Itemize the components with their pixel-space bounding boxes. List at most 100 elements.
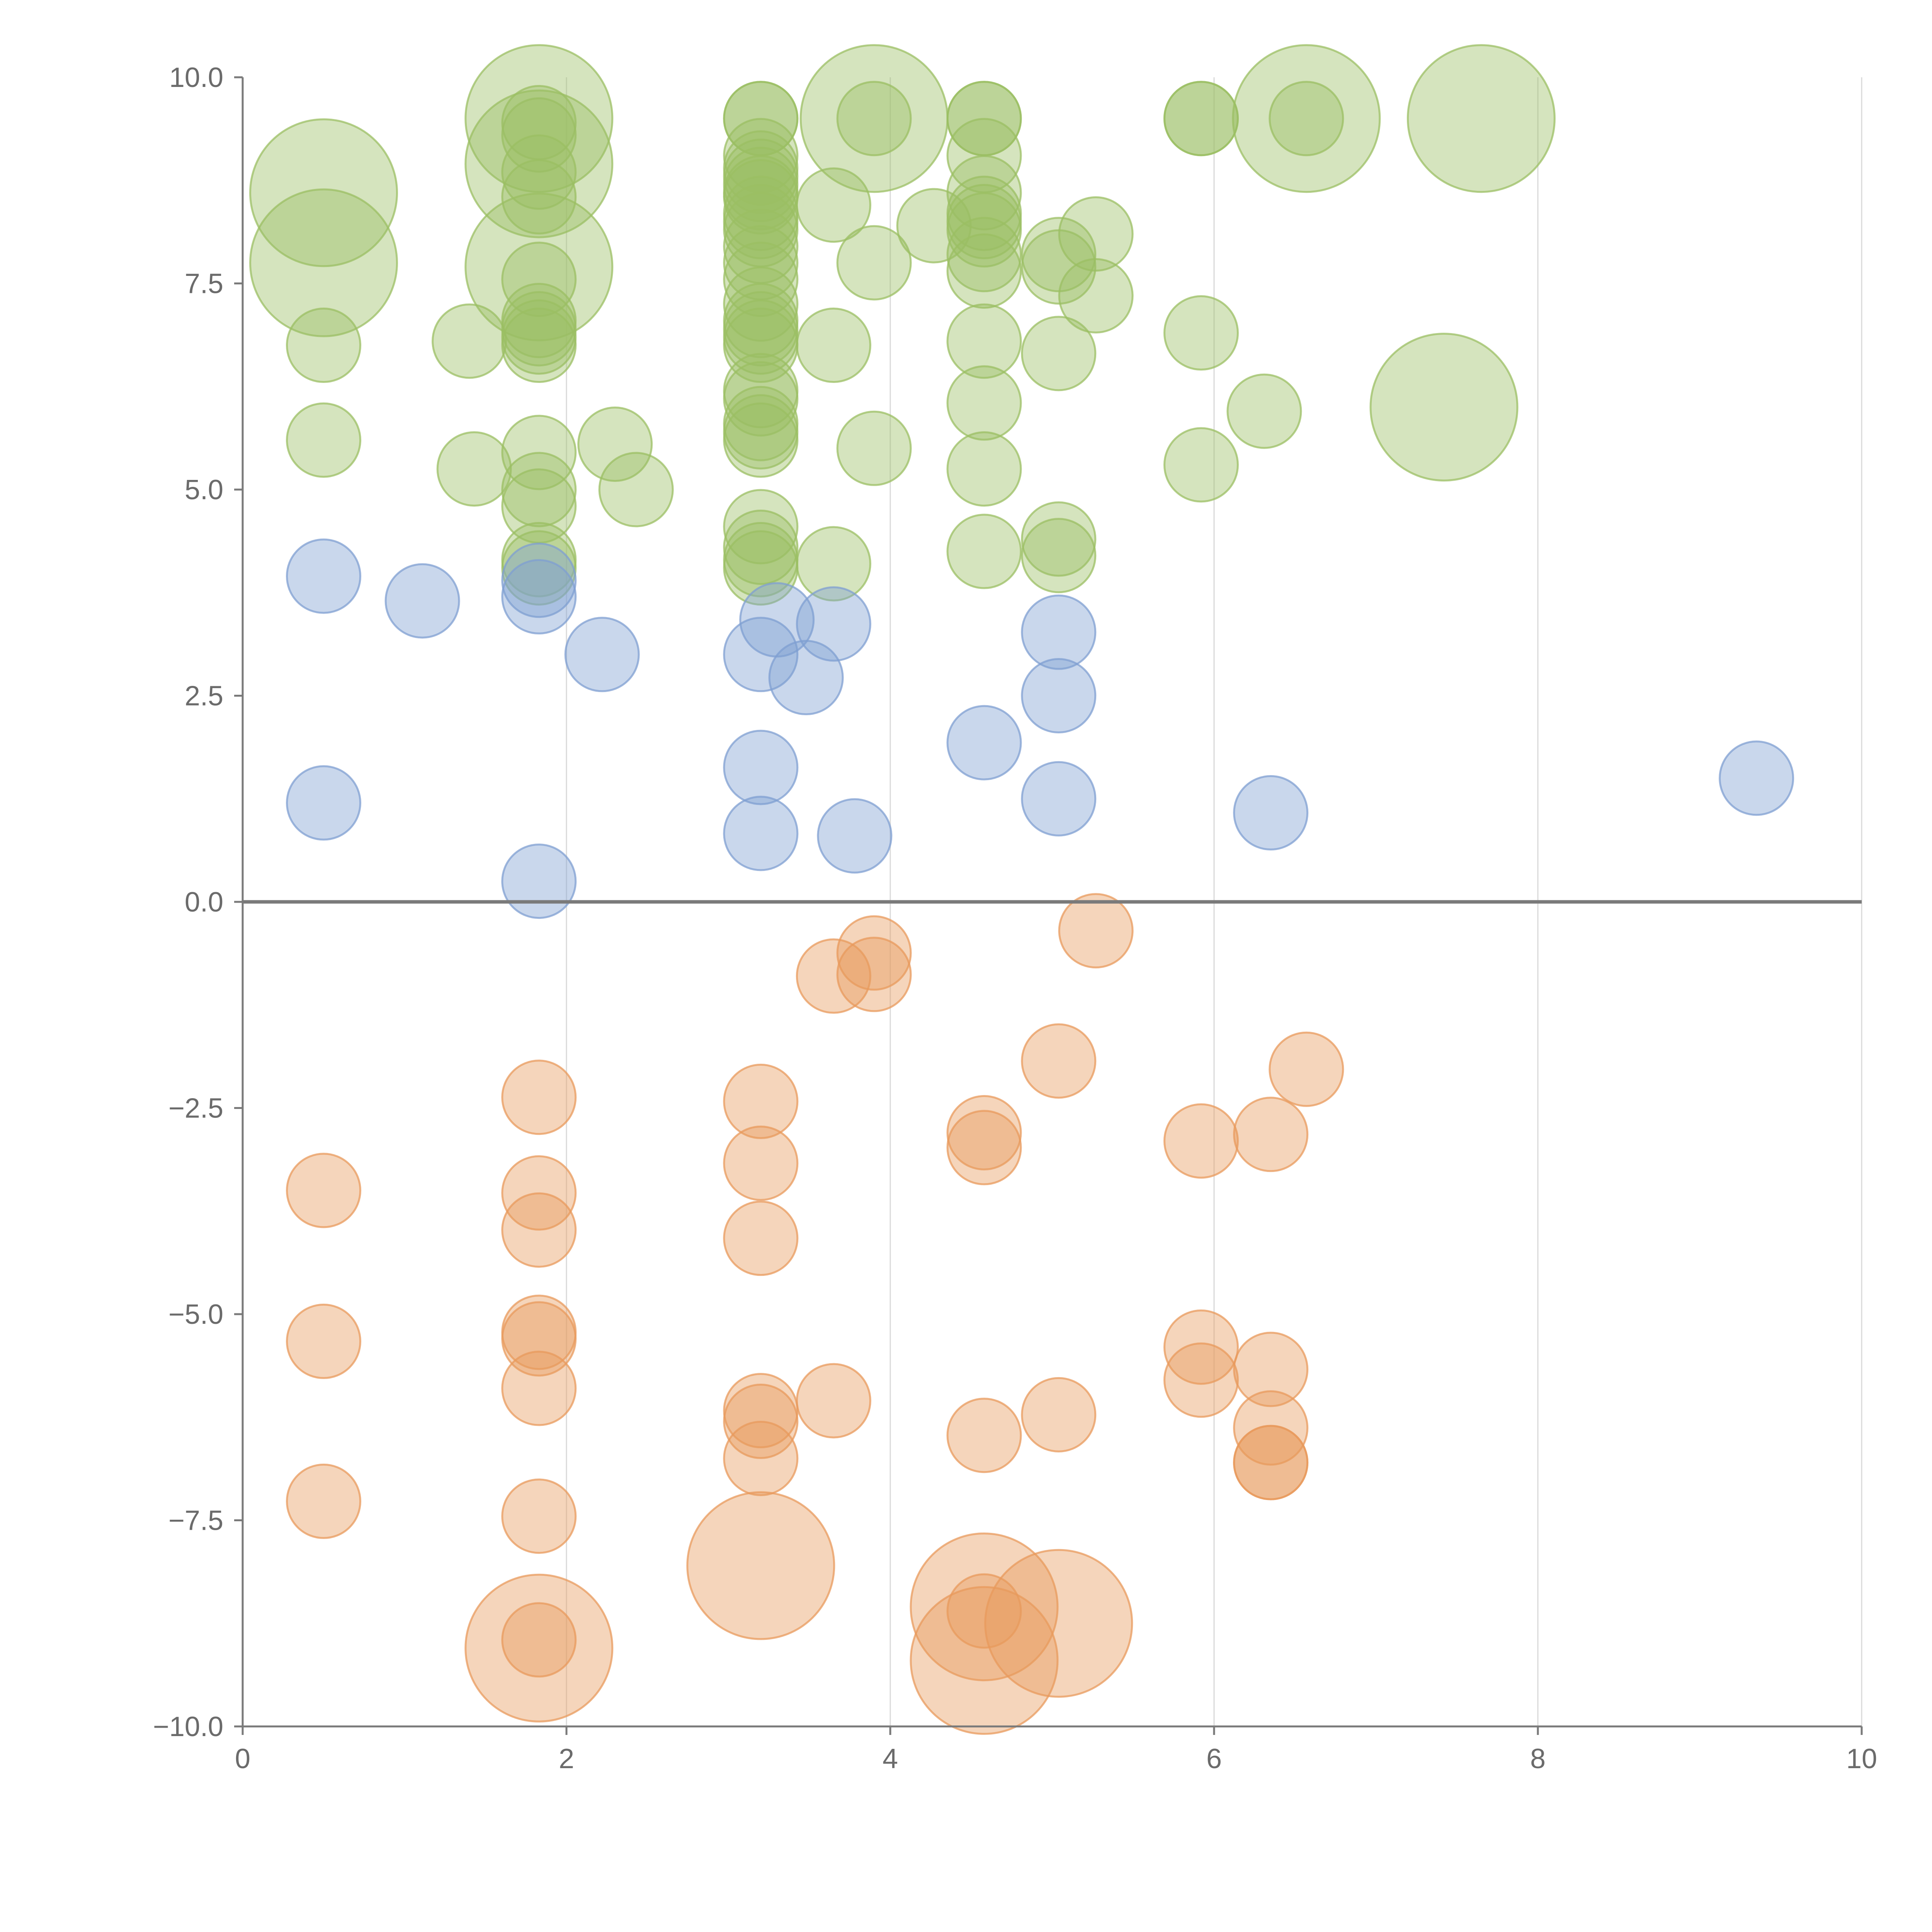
blue-bubble-0[interactable] [286,538,361,614]
orange-bubble-5[interactable] [501,1192,577,1268]
green-bubble-71[interactable] [946,365,1022,441]
blue-bubble-12[interactable] [796,586,871,662]
green-bubble-49[interactable] [723,489,799,565]
orange-bubble-11[interactable] [501,1602,577,1678]
green-bubble-73[interactable] [946,514,1022,589]
orange-bubble-0[interactable] [286,1153,361,1228]
orange-bubble-10[interactable] [464,1573,614,1723]
orange-bubble-14[interactable] [723,1201,799,1276]
green-bubble-2[interactable] [286,308,361,383]
green-bubble-11[interactable] [501,159,577,235]
orange-bubble-22[interactable] [836,937,912,1012]
green-bubble-10[interactable] [501,134,577,210]
green-bubble-19[interactable] [501,452,577,527]
green-bubble-83[interactable] [1163,295,1239,371]
orange-bubble-28[interactable] [910,1586,1059,1735]
green-bubble-86[interactable] [1232,44,1381,193]
green-bubble-0[interactable] [249,118,398,267]
green-bubble-4[interactable] [432,303,507,379]
blue-bubble-1[interactable] [286,765,361,841]
orange-bubble-18[interactable] [686,1491,835,1640]
orange-bubble-34[interactable] [1163,1309,1239,1385]
green-bubble-5[interactable] [436,431,512,507]
orange-bubble-33[interactable] [1163,1103,1239,1179]
orange-bubble-13[interactable] [723,1125,799,1201]
orange-bubble-1[interactable] [286,1303,361,1379]
green-bubble-85[interactable] [1226,373,1302,449]
green-bubble-53[interactable] [796,167,871,243]
orange-bubble-32[interactable] [1058,893,1134,969]
orange-bubble-21[interactable] [836,915,912,991]
orange-bubble-20[interactable] [796,1363,871,1439]
green-bubble-39[interactable] [723,266,799,342]
orange-bubble-38[interactable] [1233,1390,1309,1466]
orange-bubble-25[interactable] [946,1398,1022,1473]
blue-bubble-18[interactable] [1233,775,1309,851]
blue-bubble-7[interactable] [723,617,799,692]
orange-bubble-26[interactable] [910,1532,1059,1682]
blue-bubble-16[interactable] [1021,658,1097,733]
green-bubble-55[interactable] [796,526,871,602]
green-bubble-80[interactable] [1058,258,1134,334]
green-bubble-82[interactable] [1163,81,1239,156]
orange-bubble-3[interactable] [501,1060,577,1135]
green-bubble-72[interactable] [946,431,1022,507]
green-bubble-77[interactable] [1021,501,1097,577]
orange-bubble-36[interactable] [1233,1097,1309,1172]
green-bubble-45[interactable] [723,361,799,437]
green-bubble-48[interactable] [723,402,799,478]
green-bubble-54[interactable] [796,308,871,383]
green-bubble-69[interactable] [946,233,1022,309]
orange-bubble-40[interactable] [1233,1425,1309,1500]
blue-bubble-8[interactable] [723,730,799,805]
green-bubble-88[interactable] [1369,333,1519,482]
green-bubble-89[interactable] [1406,44,1556,193]
orange-bubble-30[interactable] [1021,1377,1097,1452]
green-bubble-87[interactable] [1269,81,1344,156]
green-bubble-76[interactable] [1021,316,1097,391]
green-bubble-84[interactable] [1163,427,1239,503]
blue-bubble-2[interactable] [384,563,460,639]
blue-bubble-14[interactable] [946,705,1022,781]
orange-bubble-41[interactable] [1269,1031,1344,1107]
orange-bubble-23[interactable] [946,1095,1022,1171]
green-bubble-12[interactable] [464,192,614,342]
orange-bubble-35[interactable] [1163,1342,1239,1418]
green-bubble-67[interactable] [946,192,1022,268]
orange-bubble-9[interactable] [501,1478,577,1554]
orange-bubble-17[interactable] [723,1420,799,1496]
orange-bubble-19[interactable] [796,938,871,1014]
blue-bubble-13[interactable] [817,798,893,874]
green-bubble-59[interactable] [836,410,912,486]
blue-bubble-5[interactable] [501,844,577,919]
blue-bubble-17[interactable] [1021,761,1097,837]
green-bubble-57[interactable] [836,81,912,156]
x-tick-label-4: 4 [883,1743,898,1774]
orange-bubble-2[interactable] [286,1463,361,1539]
orange-bubble-29[interactable] [1021,1023,1097,1099]
green-bubble-78[interactable] [1021,518,1097,594]
green-bubble-24[interactable] [598,452,674,527]
blue-bubble-6[interactable] [564,617,640,692]
orange-bubble-24[interactable] [946,1110,1022,1185]
blue-bubble-9[interactable] [723,796,799,871]
green-bubble-3[interactable] [286,402,361,478]
green-bubble-79[interactable] [1058,196,1134,272]
green-bubble-1[interactable] [249,188,398,337]
orange-bubble-8[interactable] [501,1350,577,1426]
blue-bubble-3[interactable] [501,543,577,618]
orange-bubble-31[interactable] [984,1549,1133,1698]
green-bubble-60[interactable] [896,188,972,264]
blue-bubble-4[interactable] [501,559,577,634]
orange-bubble-12[interactable] [723,1063,799,1139]
green-bubble-58[interactable] [836,225,912,301]
green-bubble-23[interactable] [577,406,653,482]
orange-bubble-37[interactable] [1233,1332,1309,1407]
green-bubble-17[interactable] [501,308,577,383]
green-bubble-70[interactable] [946,303,1022,379]
blue-bubble-19[interactable] [1719,740,1794,816]
orange-bubble-27[interactable] [946,1573,1022,1649]
blue-bubble-15[interactable] [1021,594,1097,670]
green-bubble-6[interactable] [464,44,614,193]
green-bubble-68[interactable] [946,217,1022,293]
